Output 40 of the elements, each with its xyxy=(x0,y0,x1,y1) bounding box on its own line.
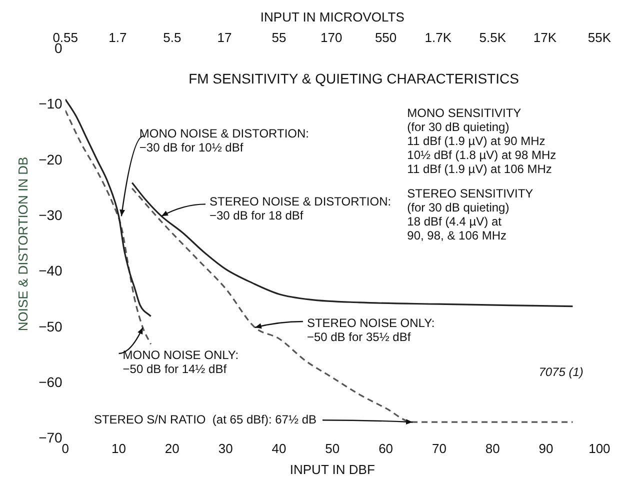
annotation: MONO NOISE & DISTORTION: −30 dB for 10½ dBf xyxy=(139,126,310,154)
x-tick-label: 50 xyxy=(325,441,340,456)
x2-tick-label: 55 xyxy=(272,30,286,45)
x2-tick-label: 5.5 xyxy=(163,30,182,45)
annotation: STEREO S/N RATIO (at 65 dBf): 67½ dB xyxy=(94,412,317,426)
x2-tick-label: 17 xyxy=(217,30,232,45)
x2-tick-label: 17K xyxy=(533,30,557,45)
x2-tick-label: 550 xyxy=(374,30,397,45)
x-tick-label: 20 xyxy=(164,441,180,456)
y-tick-label: −10 xyxy=(38,96,63,112)
y-tick-label: −60 xyxy=(38,374,63,390)
x2-tick-label: 1.7 xyxy=(108,30,127,45)
annotation: STEREO NOISE ONLY: −50 dB for 35½ dBf xyxy=(306,316,435,344)
x-tick-label: 60 xyxy=(378,441,394,456)
line-series xyxy=(131,182,574,308)
x2-tick-label: 170 xyxy=(320,30,342,45)
annotation: 7075 (1) xyxy=(538,364,584,379)
x-tick-label: 70 xyxy=(432,441,446,456)
y-tick-label: −20 xyxy=(38,151,63,168)
x-tick-label: 100 xyxy=(588,441,610,456)
x-tick-label: 40 xyxy=(272,441,286,456)
y-tick-label: −30 xyxy=(38,207,63,224)
x2-tick-label: 5.5K xyxy=(479,30,506,45)
text: FM SENSITIVITY & QUIETING CHARACTERISTICS xyxy=(188,70,519,87)
annotation: MONO NOISE ONLY: −50 dB for 14½ dBf xyxy=(122,348,239,376)
y-tick-label: −70 xyxy=(38,430,63,446)
x-axis-title: INPUT IN DBF xyxy=(290,462,375,477)
y-axis-title: NOISE & DISTORTION IN DB xyxy=(15,156,30,332)
annotation: STEREO NOISE & DISTORTION: −30 dB for 18 dBf xyxy=(209,194,392,222)
y-tick-label: −40 xyxy=(38,262,63,279)
x-tick-label: 30 xyxy=(218,441,233,456)
x2-axis-title: INPUT IN MICROVOLTS xyxy=(260,9,405,24)
annotation: MONO SENSITIVITY (for 30 dB quieting) 11 dBf (1.9 µV) at 90 MHz 10½ dBf (1.8 µV) at 98 MHz 11 dBf (1.9 µV) at 106 MHz xyxy=(407,106,556,176)
x-tick-label: 90 xyxy=(538,441,554,456)
x-tick-label: 10 xyxy=(112,441,126,456)
x2-tick-label: 1.7K xyxy=(424,30,452,45)
x-tick-label: 80 xyxy=(485,441,500,456)
x2-tick-label: 55K xyxy=(588,30,612,45)
y-tick-label: −50 xyxy=(38,318,63,334)
annotation: STEREO SENSITIVITY (for 30 dB quieting) 18 dBf (4.4 µV) at 90, 98, & 106 MHz xyxy=(407,186,534,243)
